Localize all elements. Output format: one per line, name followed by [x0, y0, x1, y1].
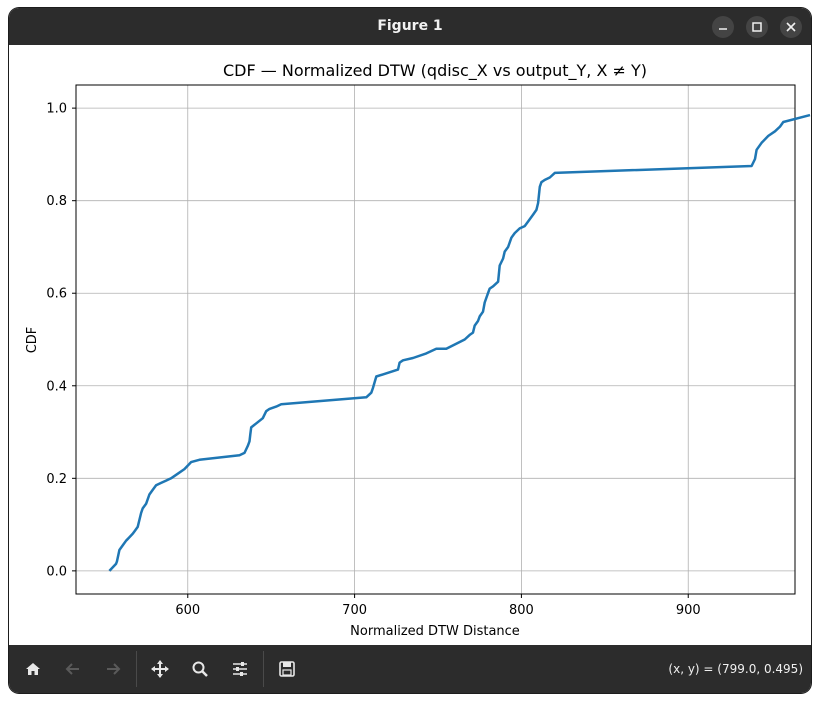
close-icon: [786, 22, 796, 32]
maximize-icon: [752, 22, 762, 32]
minimize-icon: [719, 28, 727, 30]
forward-button[interactable]: [101, 657, 125, 681]
axes-frame: [75, 84, 796, 595]
home-icon: [26, 663, 40, 675]
save-button[interactable]: [275, 657, 299, 681]
minimize-button[interactable]: [712, 16, 734, 38]
window-title: Figure 1: [377, 18, 443, 34]
navigation-toolbar: (x, y) = (799.0, 0.495): [9, 645, 811, 693]
tick-layer: 600 700 800 900 0.0 0.2 0.4 0.6 0.8 1.0: [46, 102, 700, 618]
y-tick-label: 0.2: [46, 472, 67, 487]
y-tick-label: 1.0: [46, 102, 67, 117]
y-tick-label: 0.4: [46, 379, 67, 394]
back-button[interactable]: [61, 657, 85, 681]
chart-title: CDF — Normalized DTW (qdisc_X vs output_…: [223, 61, 647, 81]
pan-icon: [151, 660, 169, 678]
close-button[interactable]: [780, 16, 802, 38]
x-tick-label: 700: [342, 603, 367, 618]
y-axis-label: CDF: [25, 327, 40, 354]
save-icon: [279, 661, 295, 677]
toolbar-separator: [136, 651, 137, 687]
x-tick-label: 900: [676, 603, 701, 618]
configure-icon: [233, 662, 247, 676]
figure-window: Figure 1 600 700 800 900 0.0 0.2 0.4 0.6 0.8 1.0 …: [9, 8, 811, 693]
home-button[interactable]: [21, 657, 45, 681]
title-bar[interactable]: Figure 1: [9, 8, 811, 45]
grid-layer: [76, 85, 795, 594]
y-tick-label: 0.8: [46, 194, 67, 209]
y-tick-label: 0.6: [46, 287, 67, 302]
pan-button[interactable]: [148, 657, 172, 681]
figure-canvas[interactable]: 600 700 800 900 0.0 0.2 0.4 0.6 0.8 1.0 CDF — Nor…: [9, 45, 811, 645]
cursor-coordinates: (x, y) = (799.0, 0.495): [668, 662, 803, 676]
toolbar-separator: [263, 651, 264, 687]
y-tick-label: 0.0: [46, 564, 67, 579]
back-icon: [65, 663, 79, 675]
cdf-series-line: [108, 113, 811, 572]
forward-icon: [107, 663, 121, 675]
x-tick-label: 600: [175, 603, 200, 618]
zoom-button[interactable]: [188, 657, 212, 681]
zoom-icon: [192, 661, 208, 677]
maximize-button[interactable]: [746, 16, 768, 38]
configure-button[interactable]: [228, 657, 252, 681]
x-tick-label: 800: [509, 603, 534, 618]
cdf-chart: 600 700 800 900 0.0 0.2 0.4 0.6 0.8 1.0 CDF — Nor…: [25, 61, 811, 639]
x-axis-label: Normalized DTW Distance: [350, 624, 520, 639]
